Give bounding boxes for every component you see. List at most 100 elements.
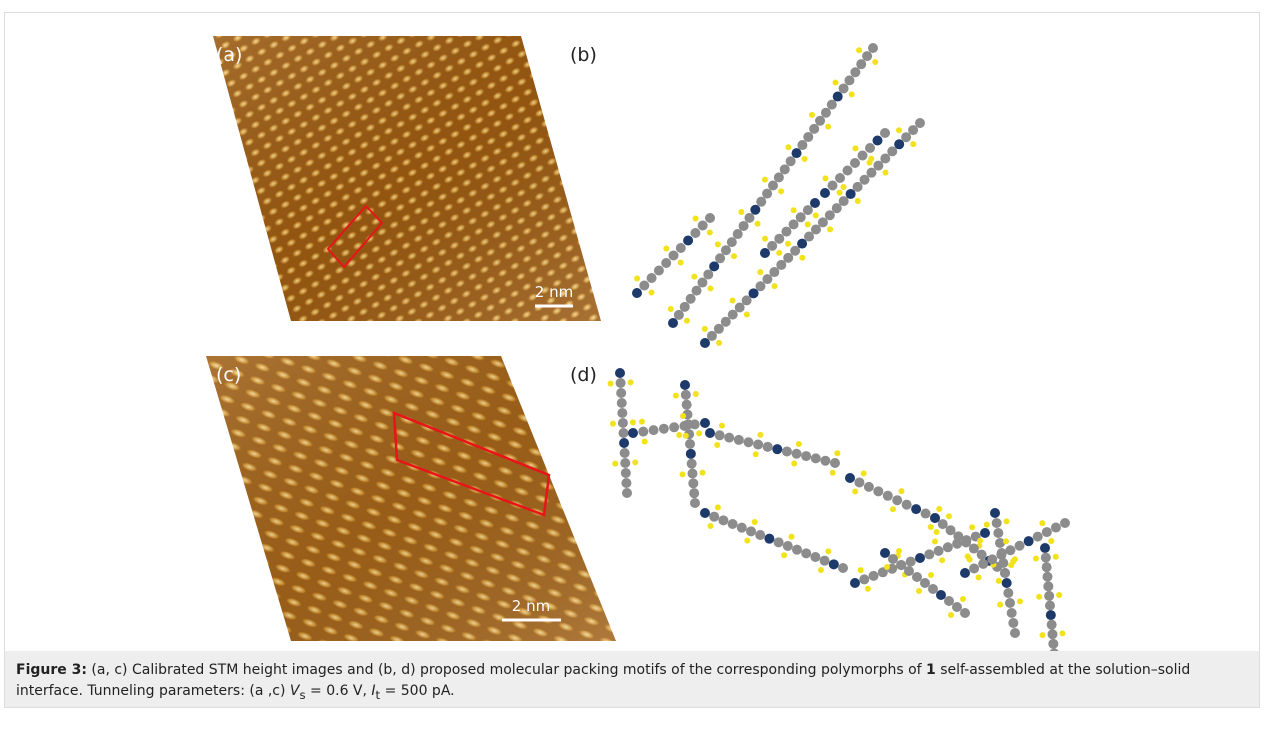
atom bbox=[1004, 518, 1010, 524]
atom bbox=[719, 423, 725, 429]
atom bbox=[948, 612, 954, 618]
atom bbox=[936, 590, 946, 600]
atom bbox=[750, 205, 760, 215]
atom bbox=[1056, 592, 1062, 598]
atom bbox=[976, 574, 982, 580]
atom bbox=[855, 198, 861, 204]
atom bbox=[663, 246, 669, 252]
atom bbox=[1017, 598, 1023, 604]
atom bbox=[781, 552, 787, 558]
atom bbox=[977, 538, 983, 544]
atom bbox=[756, 197, 766, 207]
atom bbox=[854, 477, 864, 487]
atom bbox=[1015, 541, 1025, 551]
atom bbox=[697, 278, 707, 288]
atom bbox=[693, 391, 699, 397]
atom bbox=[639, 281, 649, 291]
atom bbox=[796, 212, 806, 222]
atom bbox=[849, 91, 855, 97]
atom bbox=[616, 378, 626, 388]
atom bbox=[608, 381, 614, 387]
atom bbox=[827, 226, 833, 232]
atom bbox=[822, 175, 828, 181]
atom bbox=[1051, 523, 1061, 533]
atom bbox=[967, 557, 973, 563]
atom bbox=[686, 449, 696, 459]
atom bbox=[661, 258, 671, 268]
atom bbox=[997, 602, 1003, 608]
atom bbox=[868, 43, 878, 53]
atom bbox=[709, 261, 719, 271]
atom bbox=[1043, 581, 1053, 591]
atom bbox=[1000, 568, 1010, 578]
atom bbox=[778, 188, 784, 194]
atom bbox=[943, 542, 953, 552]
atom bbox=[642, 438, 648, 444]
atom bbox=[679, 421, 689, 431]
atom bbox=[1033, 555, 1039, 561]
atom bbox=[683, 236, 693, 246]
atom bbox=[757, 432, 763, 438]
atom bbox=[654, 266, 664, 276]
atom bbox=[669, 251, 679, 261]
atom bbox=[776, 250, 782, 256]
atom bbox=[1048, 538, 1054, 544]
atom bbox=[693, 216, 699, 222]
caption-text: = 0.6 V, bbox=[306, 683, 372, 699]
atom bbox=[622, 488, 632, 498]
atom bbox=[746, 526, 756, 536]
atom bbox=[744, 312, 750, 318]
atom bbox=[1043, 572, 1053, 582]
atom bbox=[884, 564, 890, 570]
atom bbox=[703, 269, 713, 279]
molecular-models bbox=[608, 43, 1070, 651]
atom bbox=[632, 459, 638, 465]
atom bbox=[789, 219, 799, 229]
atom bbox=[920, 578, 930, 588]
atom bbox=[659, 424, 669, 434]
atom bbox=[647, 273, 657, 283]
atom bbox=[809, 112, 815, 118]
atom bbox=[617, 398, 627, 408]
atom bbox=[952, 602, 962, 612]
atom bbox=[835, 173, 845, 183]
atom bbox=[737, 523, 747, 533]
atom bbox=[896, 548, 902, 554]
atom bbox=[715, 253, 725, 263]
atom bbox=[896, 127, 902, 133]
atom bbox=[783, 541, 793, 551]
atom bbox=[953, 531, 963, 541]
atom bbox=[984, 522, 990, 528]
scale-bar-label: 2 nm bbox=[512, 597, 550, 615]
atom bbox=[674, 310, 684, 320]
atom bbox=[904, 566, 914, 576]
atom bbox=[833, 80, 839, 86]
atom bbox=[634, 276, 640, 282]
atom bbox=[852, 488, 858, 494]
atom bbox=[707, 285, 713, 291]
atom bbox=[680, 380, 690, 390]
atom bbox=[802, 156, 808, 162]
atom bbox=[680, 302, 690, 312]
atom bbox=[692, 286, 702, 296]
atom bbox=[850, 67, 860, 77]
atom bbox=[705, 428, 715, 438]
atom bbox=[1039, 520, 1045, 526]
atom bbox=[938, 519, 948, 529]
atom bbox=[1003, 588, 1013, 598]
atom bbox=[785, 144, 791, 150]
atom bbox=[757, 269, 763, 275]
atom bbox=[715, 241, 721, 247]
atom bbox=[615, 368, 625, 378]
caption: Figure 3: (a, c) Calibrated STM height i… bbox=[5, 651, 1259, 707]
atom bbox=[753, 451, 759, 457]
panel-label: (d) bbox=[570, 364, 597, 386]
atom bbox=[858, 567, 864, 573]
atom bbox=[1007, 608, 1017, 618]
atom bbox=[796, 441, 802, 447]
atom bbox=[829, 559, 839, 569]
atom bbox=[678, 259, 684, 265]
atom bbox=[728, 519, 738, 529]
atom bbox=[721, 245, 731, 255]
atom bbox=[1042, 527, 1052, 537]
